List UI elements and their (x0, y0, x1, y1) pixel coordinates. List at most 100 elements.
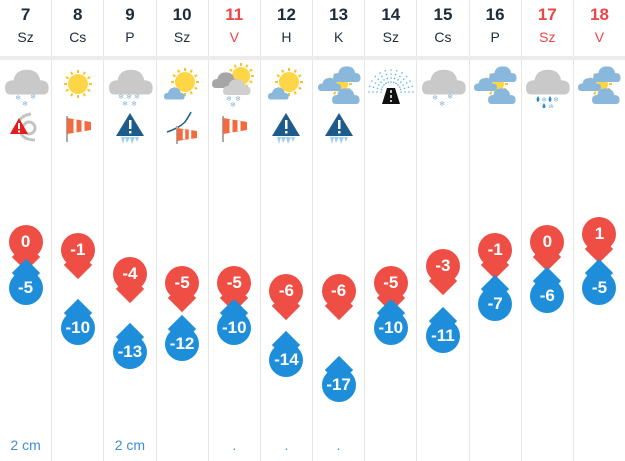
max-temp-value: -1 (487, 240, 503, 260)
day-number: 17 (537, 5, 557, 24)
svg-text:❄: ❄ (230, 101, 236, 108)
day-name: Sz (173, 29, 191, 45)
svg-text:❄: ❄ (447, 93, 453, 101)
svg-text:❄: ❄ (122, 100, 128, 108)
sun-clouds-icon (317, 66, 361, 104)
day-number: 8 (73, 5, 83, 24)
day-name: K (333, 29, 344, 45)
max-temp-pin: -6 (269, 273, 304, 308)
day-number: 9 (125, 5, 135, 24)
day-number: 18 (590, 5, 609, 24)
svg-text:❄: ❄ (541, 96, 547, 104)
max-temp-value: 0 (542, 232, 553, 251)
max-temp-value: -6 (331, 280, 347, 300)
max-temp-value: 0 (20, 232, 31, 251)
wind-windsock-icon[interactable] (165, 110, 199, 144)
min-temp-drop: -13 (112, 335, 147, 370)
svg-text:❄: ❄ (553, 96, 559, 104)
day-column[interactable]: 17 Sz ❄ ❄ ❄ 0 -6 (522, 0, 574, 461)
sun-clouds-snow-icon: ❄ ❄❄ (212, 63, 255, 108)
day-column[interactable]: 18 V 1 -5 (574, 0, 625, 461)
max-temp-pin: -5 (373, 265, 408, 300)
day-column[interactable]: 11 V ❄ ❄ ❄ -5 -10 . (209, 0, 261, 461)
max-temp-value: -6 (278, 280, 294, 300)
min-temp-drop: -11 (425, 319, 460, 354)
snow-amount: . (232, 437, 237, 453)
day-column[interactable]: 13 K -6 -17 . (313, 0, 366, 461)
min-temp-drop: -10 (217, 311, 252, 345)
min-temp-value: -7 (487, 293, 503, 313)
day-column[interactable]: 16 P -1 -7 (470, 0, 522, 461)
min-temp-value: -17 (326, 374, 351, 394)
min-temp-drop: -14 (269, 343, 304, 378)
max-temp-pin: -5 (165, 265, 200, 300)
windsock-icon[interactable] (61, 110, 95, 144)
day-name: P (490, 29, 500, 45)
day-name: H (281, 29, 292, 45)
day-number: 11 (225, 5, 244, 24)
header-divider (0, 56, 625, 60)
min-temp-drop: -5 (582, 270, 617, 305)
day-column[interactable]: 14 Sz -5 -10 (365, 0, 418, 461)
max-temp-value: -3 (435, 256, 451, 276)
min-temp-value: -12 (169, 334, 195, 354)
day-name: V (594, 29, 605, 45)
min-temp-value: -5 (591, 277, 608, 297)
cloud-heavy-snow-icon: ❄ ❄ ❄❄ ❄ (108, 69, 153, 108)
sun-small-cloud-icon (164, 68, 200, 100)
min-temp-value: -10 (378, 318, 404, 337)
max-temp-pin: -1 (478, 233, 513, 268)
max-temp-value: -4 (122, 264, 138, 284)
cloud-snow-icon: ❄ ❄❄ (4, 69, 49, 108)
day-name: V (229, 29, 239, 45)
svg-text:❄: ❄ (432, 94, 438, 102)
min-temp-drop: -17 (321, 367, 356, 402)
day-column[interactable]: 15 Cs ❄ ❄ ❄ -3 -11 (417, 0, 470, 461)
snow-amount: 2 cm (10, 437, 41, 453)
day-number: 15 (433, 5, 453, 24)
sun-icon (63, 70, 92, 98)
min-temp-drop: -7 (478, 286, 513, 321)
windsock-icon[interactable] (217, 110, 251, 144)
icicle-warning-icon[interactable] (113, 110, 147, 144)
svg-text:❄: ❄ (548, 103, 554, 108)
max-temp-pin: 0 (530, 225, 565, 259)
min-temp-drop: -5 (8, 270, 43, 305)
icicle-warning-icon[interactable] (269, 110, 303, 144)
slippery-road-icon (367, 69, 414, 104)
min-temp-value: -10 (221, 318, 247, 337)
min-temp-drop: -6 (530, 278, 565, 313)
day-column[interactable]: 7 Sz ❄ ❄ ❄ 0 -5 2 cm (0, 0, 53, 461)
day-column[interactable]: 10 Sz -5 -12 (157, 0, 209, 461)
max-temp-value: -1 (70, 240, 86, 260)
min-temp-value: -6 (539, 285, 555, 305)
max-temp-value: -5 (383, 272, 399, 292)
sun-clouds-icon (578, 66, 622, 104)
day-number: 14 (381, 5, 401, 24)
max-temp-pin: -3 (425, 249, 460, 284)
day-number: 12 (276, 5, 296, 24)
day-column[interactable]: 9 P ❄ ❄ ❄ ❄ ❄ -4 -13 2 cm (104, 0, 157, 461)
svg-text:❄: ❄ (439, 100, 445, 108)
storm-warning-icon[interactable] (9, 110, 43, 144)
max-temp-pin: 0 (8, 225, 43, 259)
icicle-warning-icon[interactable] (322, 110, 356, 144)
day-number: 10 (172, 5, 192, 24)
cloud-snow-icon: ❄ ❄❄ (421, 69, 466, 108)
cloud-sleet-icon: ❄ ❄❄ (526, 69, 570, 108)
snow-amount: . (284, 437, 289, 453)
min-temp-drop: -10 (60, 311, 95, 345)
svg-text:❄: ❄ (15, 94, 21, 102)
snow-amount: 2 cm (114, 437, 146, 453)
min-temp-value: -13 (117, 342, 143, 362)
day-name: Cs (69, 29, 87, 45)
sun-small-cloud-icon (268, 68, 304, 100)
day-name: P (125, 29, 135, 45)
svg-text:❄: ❄ (134, 93, 140, 101)
max-temp-value: -5 (174, 272, 190, 292)
day-column[interactable]: 12 H -6 -14 . (261, 0, 314, 461)
day-column[interactable]: 8 Cs -1 -10 (52, 0, 105, 461)
day-number: 13 (329, 5, 349, 24)
day-number: 16 (485, 5, 505, 24)
